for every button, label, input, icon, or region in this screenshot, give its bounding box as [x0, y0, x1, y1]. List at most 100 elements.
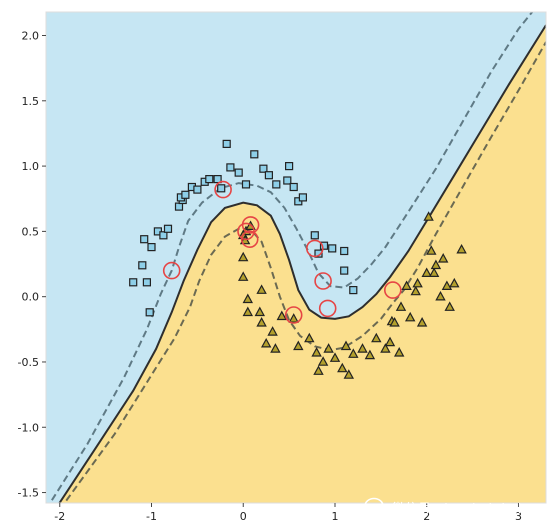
- triangle-point: [430, 259, 442, 270]
- y-tick-label: 1.0: [22, 160, 40, 173]
- y-tick: 1.0: [22, 160, 46, 173]
- triangle-point: [393, 347, 405, 357]
- square-point: [310, 231, 319, 240]
- y-tick: 0.5: [22, 225, 46, 238]
- square-point: [319, 241, 329, 250]
- square-point: [145, 308, 154, 317]
- triangle-point: [421, 267, 432, 277]
- x-tick-label: -2: [54, 510, 65, 523]
- triangle-point: [380, 343, 391, 353]
- square-point: [241, 180, 251, 189]
- square-point: [226, 163, 235, 172]
- triangle-point: [441, 280, 453, 290]
- triangle-point: [389, 317, 400, 327]
- square-point: [298, 193, 307, 202]
- support-vector-circles: [162, 180, 402, 324]
- square-point: [349, 286, 358, 295]
- triangle-point: [423, 211, 434, 221]
- square-point: [217, 184, 226, 193]
- support-vector-marker: [383, 281, 402, 299]
- lower-margin-line: [63, 41, 546, 503]
- triangle-point: [449, 277, 460, 288]
- watermark: 微信号: deephub-imba: [364, 497, 534, 519]
- square-point: [328, 244, 337, 253]
- x-tick-label: 2: [423, 510, 430, 523]
- triangle-point: [260, 337, 272, 348]
- triangle-point: [313, 365, 324, 375]
- y-tick-label: 0.0: [22, 291, 40, 304]
- triangle-point: [395, 301, 407, 311]
- triangle-point: [242, 306, 254, 317]
- square-point: [163, 224, 173, 233]
- decision-boundary-line: [58, 24, 546, 503]
- x-tick-label: 3: [515, 510, 522, 523]
- square-point: [193, 185, 202, 194]
- square-point: [234, 168, 243, 177]
- x-tick-label: -1: [146, 510, 157, 523]
- triangle-point: [256, 317, 267, 327]
- square-point: [283, 176, 292, 185]
- triangle-point: [237, 251, 249, 262]
- triangle-point: [416, 317, 428, 327]
- support-vector-marker: [318, 299, 337, 318]
- triangle-point: [256, 284, 267, 294]
- y-tick: -0.5: [18, 356, 46, 369]
- triangle-point: [311, 347, 322, 357]
- square-point: [138, 261, 147, 270]
- triangle-point: [237, 271, 249, 281]
- triangle-point: [384, 336, 396, 347]
- support-vector-marker: [314, 272, 332, 290]
- watermark-text: 微信号: deephub-imba: [392, 502, 534, 517]
- x-tick: 2: [423, 503, 430, 523]
- square-point: [222, 139, 231, 148]
- square-point: [250, 150, 259, 159]
- triangle-point: [340, 340, 352, 351]
- y-axis: -1.5 -1.0 -0.5 0.0 0.5 1.0 1.5 2.0: [18, 30, 46, 500]
- triangle-point: [357, 343, 368, 353]
- square-point: [289, 182, 298, 192]
- triangle-point: [276, 310, 288, 321]
- triangle-point: [267, 326, 278, 336]
- upper-margin-line: [48, 12, 533, 503]
- triangle-point: [293, 340, 304, 351]
- square-point: [285, 162, 294, 171]
- support-vector-marker: [284, 306, 303, 324]
- plot-frame: [45, 11, 547, 504]
- y-tick-label: -0.5: [18, 356, 39, 369]
- triangle-point: [435, 290, 446, 301]
- x-axis: -2 -1 0 1 2 3: [54, 503, 522, 523]
- y-tick: -1.5: [18, 487, 46, 500]
- triangle-point: [410, 285, 421, 296]
- triangle-point: [456, 243, 467, 254]
- triangle-point: [348, 348, 359, 358]
- support-vector-marker: [240, 230, 259, 248]
- wechat-icon: [364, 497, 391, 519]
- triangle-point: [404, 311, 416, 322]
- triangle-point: [428, 267, 440, 277]
- square-point: [140, 235, 149, 244]
- y-tick: 0.0: [22, 291, 46, 304]
- triangle-point: [337, 362, 348, 373]
- x-tick-label: 1: [331, 510, 338, 523]
- triangle-point: [317, 356, 329, 366]
- triangle-point: [288, 313, 299, 323]
- square-point: [272, 180, 281, 189]
- square-point: [340, 246, 349, 256]
- support-vector-marker: [214, 180, 232, 199]
- support-vector-marker: [241, 216, 260, 234]
- triangle-point: [329, 352, 341, 362]
- support-vector-marker: [305, 239, 324, 258]
- triangle-point: [412, 277, 423, 288]
- square-point: [147, 243, 156, 252]
- triangle-point: [401, 280, 412, 290]
- triangle-point: [426, 245, 437, 255]
- y-tick: -1.0: [18, 421, 46, 434]
- x-tick: -2: [54, 503, 65, 523]
- lower-class-region: [55, 25, 546, 503]
- x-tick: -1: [146, 503, 157, 523]
- y-tick-label: -1.5: [18, 487, 39, 500]
- square-point: [142, 278, 151, 287]
- x-tick: 1: [331, 503, 338, 523]
- y-tick: 2.0: [22, 30, 46, 43]
